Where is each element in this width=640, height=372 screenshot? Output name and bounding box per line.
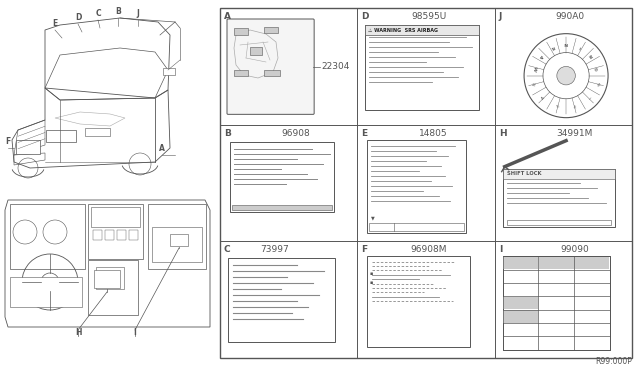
- FancyBboxPatch shape: [367, 256, 470, 347]
- Text: N: N: [595, 82, 600, 86]
- FancyBboxPatch shape: [250, 47, 262, 55]
- Text: I: I: [579, 44, 582, 49]
- FancyBboxPatch shape: [502, 169, 615, 179]
- Text: 96908: 96908: [281, 129, 310, 138]
- Circle shape: [557, 67, 575, 85]
- FancyBboxPatch shape: [220, 8, 632, 358]
- FancyBboxPatch shape: [507, 220, 611, 225]
- FancyBboxPatch shape: [88, 204, 143, 259]
- Text: S: S: [573, 105, 576, 109]
- Text: C: C: [224, 245, 230, 254]
- Text: ▪: ▪: [369, 280, 372, 285]
- Text: N: N: [589, 53, 594, 58]
- FancyBboxPatch shape: [148, 204, 206, 269]
- FancyBboxPatch shape: [91, 207, 140, 227]
- FancyBboxPatch shape: [228, 258, 335, 342]
- FancyBboxPatch shape: [94, 270, 120, 288]
- FancyBboxPatch shape: [539, 257, 574, 269]
- FancyBboxPatch shape: [96, 267, 124, 289]
- FancyBboxPatch shape: [264, 70, 280, 76]
- FancyBboxPatch shape: [234, 70, 248, 76]
- FancyBboxPatch shape: [502, 256, 610, 350]
- FancyBboxPatch shape: [93, 230, 102, 240]
- Text: H: H: [499, 129, 506, 138]
- Text: H: H: [75, 328, 81, 337]
- FancyBboxPatch shape: [46, 130, 76, 142]
- FancyBboxPatch shape: [503, 296, 538, 310]
- Text: G: G: [595, 66, 600, 71]
- FancyBboxPatch shape: [264, 27, 278, 33]
- FancyBboxPatch shape: [503, 310, 538, 323]
- FancyBboxPatch shape: [16, 140, 40, 154]
- Text: I: I: [134, 328, 136, 337]
- FancyBboxPatch shape: [365, 25, 479, 35]
- Text: 98595U: 98595U: [411, 12, 446, 21]
- Text: R99:000P: R99:000P: [595, 357, 632, 366]
- Text: N: N: [532, 82, 537, 86]
- FancyBboxPatch shape: [10, 277, 82, 307]
- FancyBboxPatch shape: [574, 257, 609, 269]
- FancyBboxPatch shape: [85, 128, 110, 136]
- FancyBboxPatch shape: [502, 169, 615, 227]
- FancyBboxPatch shape: [117, 230, 126, 240]
- Text: W: W: [532, 65, 537, 71]
- Text: S: S: [556, 105, 559, 109]
- FancyBboxPatch shape: [152, 227, 202, 262]
- Text: A: A: [224, 12, 231, 21]
- Text: F: F: [362, 245, 367, 254]
- FancyBboxPatch shape: [503, 257, 538, 269]
- Text: I: I: [499, 245, 502, 254]
- Text: D: D: [75, 13, 81, 22]
- FancyBboxPatch shape: [367, 140, 466, 233]
- FancyBboxPatch shape: [129, 230, 138, 240]
- Text: 73997: 73997: [260, 245, 289, 254]
- Text: 990A0: 990A0: [556, 12, 585, 21]
- Text: B: B: [224, 129, 231, 138]
- Text: SHIFT LOCK: SHIFT LOCK: [507, 171, 541, 176]
- Text: F: F: [5, 137, 11, 146]
- Text: R: R: [550, 44, 554, 49]
- FancyBboxPatch shape: [369, 223, 464, 231]
- Text: 22304: 22304: [321, 62, 349, 71]
- Text: J: J: [499, 12, 502, 21]
- Text: N: N: [564, 41, 568, 45]
- FancyBboxPatch shape: [365, 25, 479, 110]
- FancyBboxPatch shape: [105, 230, 114, 240]
- FancyBboxPatch shape: [232, 205, 332, 210]
- Text: 99090: 99090: [560, 245, 589, 254]
- FancyBboxPatch shape: [227, 19, 314, 114]
- FancyBboxPatch shape: [230, 142, 334, 212]
- FancyBboxPatch shape: [234, 28, 248, 35]
- Text: J: J: [136, 9, 140, 18]
- Text: I: I: [587, 97, 591, 100]
- Text: A: A: [538, 53, 543, 58]
- Text: ▪: ▪: [369, 271, 372, 276]
- Text: A: A: [541, 96, 546, 101]
- Text: A: A: [159, 144, 165, 153]
- FancyBboxPatch shape: [88, 260, 138, 315]
- FancyBboxPatch shape: [170, 234, 188, 246]
- Text: ▼: ▼: [371, 215, 375, 220]
- Text: D: D: [362, 12, 369, 21]
- Text: 96908M: 96908M: [410, 245, 447, 254]
- FancyBboxPatch shape: [163, 68, 175, 75]
- Text: B: B: [115, 7, 121, 16]
- Text: 14805: 14805: [419, 129, 447, 138]
- Text: ⚠ WARNING  SRS AIRBAG: ⚠ WARNING SRS AIRBAG: [369, 28, 438, 33]
- Text: E: E: [362, 129, 367, 138]
- Text: 34991M: 34991M: [556, 129, 593, 138]
- Text: E: E: [52, 19, 58, 28]
- FancyBboxPatch shape: [10, 204, 85, 269]
- Text: C: C: [95, 9, 101, 18]
